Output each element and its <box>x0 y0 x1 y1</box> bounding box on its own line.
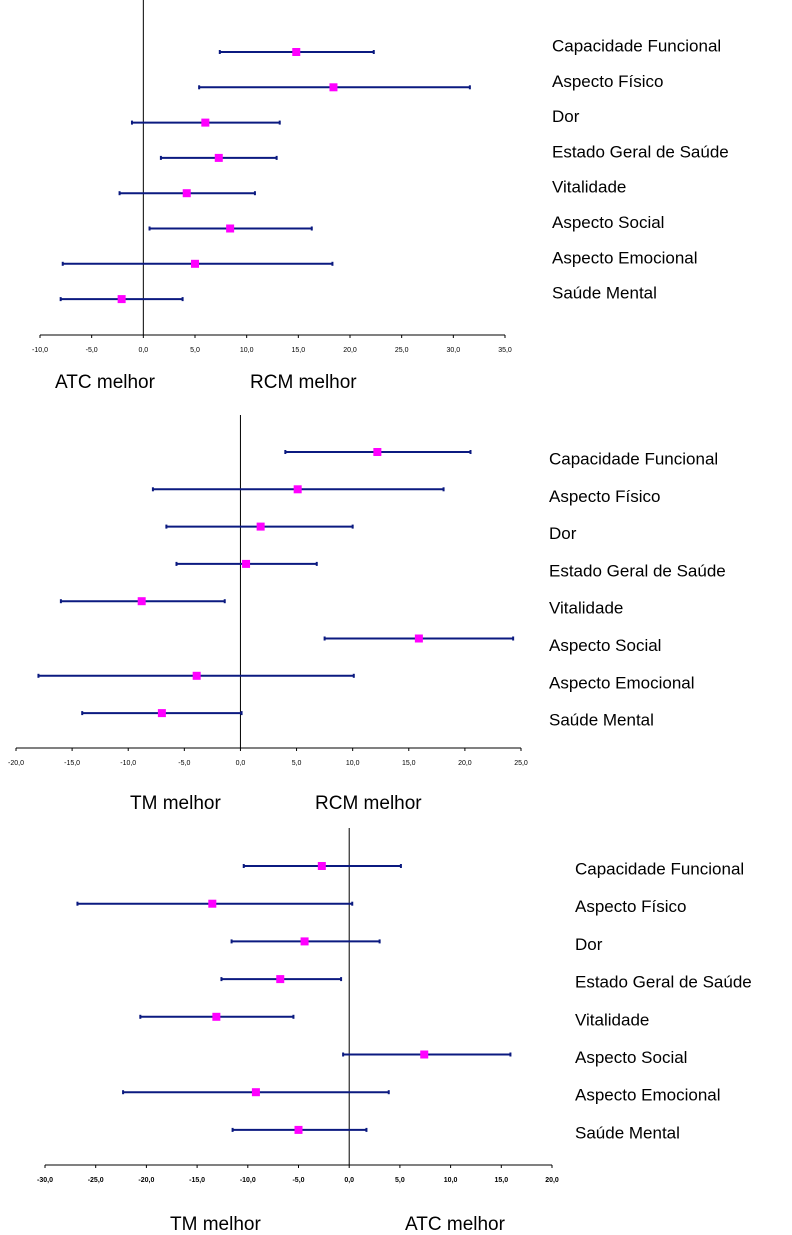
category-label: Aspecto Emocional <box>575 1086 721 1105</box>
x-tick-label: -20,0 <box>138 1177 154 1184</box>
x-tick-label: -5,0 <box>292 1177 304 1184</box>
point-estimate <box>414 634 423 643</box>
point-estimate <box>373 448 382 456</box>
category-label: Aspecto Social <box>575 1048 687 1067</box>
annotation: ATC melhor <box>55 372 156 393</box>
x-tick-label: 25,0 <box>395 347 409 354</box>
x-tick-label: 20,0 <box>343 347 357 354</box>
point-estimate <box>256 522 265 531</box>
annotation: TM melhor <box>130 793 221 814</box>
point-estimate <box>192 671 201 680</box>
category-label: Vitalidade <box>575 1010 649 1029</box>
x-tick-label: -20,0 <box>8 760 24 767</box>
category-label: Aspecto Emocional <box>552 248 698 267</box>
x-tick-label: -25,0 <box>88 1177 104 1184</box>
category-label: Aspecto Social <box>549 636 661 655</box>
x-tick-label: 10,0 <box>240 347 254 354</box>
point-estimate <box>208 899 217 908</box>
category-label: Capacidade Funcional <box>549 449 718 468</box>
point-estimate <box>317 862 326 870</box>
point-estimate <box>117 295 126 304</box>
category-label: Aspecto Emocional <box>549 673 695 692</box>
point-estimate <box>292 48 301 56</box>
x-tick-label: 15,0 <box>494 1177 508 1184</box>
x-tick-label: 5,0 <box>292 760 302 767</box>
x-tick-label: -15,0 <box>64 760 80 767</box>
category-label: Estado Geral de Saúde <box>549 561 726 580</box>
category-label: Vitalidade <box>549 599 623 618</box>
category-label: Estado Geral de Saúde <box>575 973 752 992</box>
category-label: Estado Geral de Saúde <box>552 142 729 161</box>
category-label: Saúde Mental <box>575 1123 680 1142</box>
category-label: Vitalidade <box>552 178 626 197</box>
x-tick-label: -10,0 <box>120 760 136 767</box>
category-label: Dor <box>549 524 577 543</box>
x-tick-label: 10,0 <box>444 1177 458 1184</box>
point-estimate <box>420 1050 429 1059</box>
category-label: Capacidade Funcional <box>552 36 721 55</box>
category-label: Capacidade Funcional <box>575 859 744 878</box>
point-estimate <box>226 224 235 233</box>
point-estimate <box>157 709 166 718</box>
point-estimate <box>191 259 199 268</box>
point-estimate <box>214 153 223 162</box>
point-estimate <box>329 83 338 92</box>
category-label: Aspecto Social <box>552 213 664 232</box>
x-tick-label: 15,0 <box>402 760 416 767</box>
x-tick-label: 0,0 <box>138 347 148 354</box>
x-tick-label: 10,0 <box>346 760 360 767</box>
annotation: ATC melhor <box>405 1214 506 1235</box>
annotation: TM melhor <box>170 1214 261 1235</box>
point-estimate <box>182 189 191 198</box>
category-label: Saúde Mental <box>549 711 654 730</box>
point-estimate <box>137 597 146 606</box>
x-tick-label: 20,0 <box>545 1177 559 1184</box>
point-estimate <box>276 975 285 984</box>
x-tick-label: 0,0 <box>236 760 246 767</box>
point-estimate <box>212 1012 221 1021</box>
x-tick-label: 15,0 <box>292 347 306 354</box>
point-estimate <box>300 937 309 946</box>
annotation: RCM melhor <box>250 372 357 393</box>
x-tick-label: -5,0 <box>178 760 190 767</box>
category-label: Aspecto Físico <box>549 487 661 506</box>
x-tick-label: -10,0 <box>240 1177 256 1184</box>
x-tick-label: -15,0 <box>189 1177 205 1184</box>
annotation: RCM melhor <box>315 793 422 814</box>
category-label: Aspecto Físico <box>552 72 664 91</box>
x-tick-label: 20,0 <box>458 760 472 767</box>
category-label: Dor <box>552 107 580 126</box>
x-tick-label: 25,0 <box>514 760 528 767</box>
category-label: Dor <box>575 935 603 954</box>
point-estimate <box>251 1088 260 1097</box>
x-tick-label: 35,0 <box>498 347 512 354</box>
x-tick-label: 30,0 <box>447 347 461 354</box>
x-tick-label: -10,0 <box>32 347 48 354</box>
point-estimate <box>294 1125 303 1134</box>
x-tick-label: 5,0 <box>395 1177 405 1184</box>
x-tick-label: 5,0 <box>190 347 200 354</box>
point-estimate <box>201 118 210 127</box>
category-label: Aspecto Físico <box>575 897 687 916</box>
category-label: Saúde Mental <box>552 284 657 303</box>
x-tick-label: -30,0 <box>37 1177 53 1184</box>
x-tick-label: -5,0 <box>86 347 98 354</box>
point-estimate <box>293 485 302 494</box>
x-tick-label: 0,0 <box>344 1177 354 1184</box>
point-estimate <box>242 559 251 568</box>
